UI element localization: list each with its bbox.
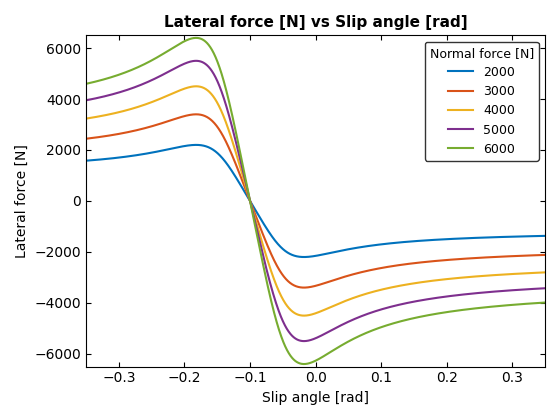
4000 [83, 116, 90, 121]
2000 [529, 234, 535, 239]
4000 [294, 312, 301, 317]
4000 [306, 312, 313, 318]
2000 [301, 255, 307, 260]
3000 [529, 253, 535, 258]
3000 [542, 252, 548, 257]
5000 [301, 339, 307, 344]
X-axis label: Slip angle [rad]: Slip angle [rad] [262, 391, 369, 405]
6000 [306, 360, 313, 365]
4000 [106, 112, 113, 117]
3000 [301, 285, 307, 290]
2000 [445, 236, 451, 241]
6000 [529, 301, 535, 306]
3000 [106, 133, 113, 138]
5000 [83, 98, 90, 103]
2000 [106, 156, 113, 161]
3000 [294, 284, 301, 289]
6000 [542, 300, 548, 305]
5000 [306, 338, 313, 343]
5000 [106, 92, 113, 97]
6000 [301, 362, 307, 367]
Line: 6000: 6000 [86, 38, 545, 364]
6000 [83, 81, 90, 87]
4000 [529, 270, 535, 276]
4000 [542, 270, 548, 275]
3000 [445, 257, 451, 262]
6000 [106, 75, 113, 80]
Line: 3000: 3000 [86, 114, 545, 288]
3000 [529, 253, 535, 258]
4000 [193, 84, 199, 89]
3000 [306, 285, 313, 290]
Y-axis label: Lateral force [N]: Lateral force [N] [15, 144, 29, 258]
5000 [193, 58, 199, 63]
3000 [83, 136, 90, 141]
5000 [529, 286, 535, 291]
2000 [542, 234, 548, 239]
5000 [445, 294, 451, 299]
Title: Lateral force [N] vs Slip angle [rad]: Lateral force [N] vs Slip angle [rad] [164, 15, 468, 30]
2000 [529, 234, 535, 239]
4000 [529, 270, 535, 276]
6000 [529, 301, 535, 306]
5000 [294, 337, 301, 342]
5000 [529, 286, 535, 291]
3000 [193, 112, 199, 117]
5000 [542, 286, 548, 291]
Line: 4000: 4000 [86, 86, 545, 315]
Legend: 2000, 3000, 4000, 5000, 6000: 2000, 3000, 4000, 5000, 6000 [424, 42, 539, 161]
2000 [83, 158, 90, 163]
6000 [445, 310, 451, 315]
6000 [193, 35, 199, 40]
2000 [294, 254, 301, 259]
4000 [301, 313, 307, 318]
6000 [294, 360, 301, 365]
2000 [193, 142, 199, 147]
Line: 5000: 5000 [86, 61, 545, 341]
2000 [306, 254, 313, 259]
Line: 2000: 2000 [86, 145, 545, 257]
4000 [445, 276, 451, 281]
